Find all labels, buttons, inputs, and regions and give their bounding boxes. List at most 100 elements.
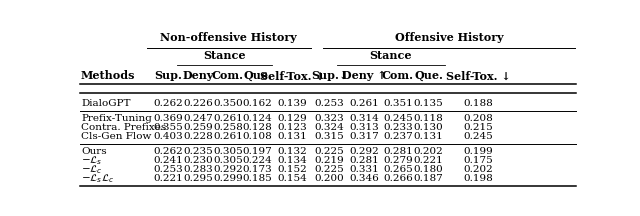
Text: 0.108: 0.108 [243, 132, 273, 141]
Text: 0.152: 0.152 [277, 165, 307, 174]
Text: 0.134: 0.134 [277, 156, 307, 165]
Text: Self-Tox. ↓: Self-Tox. ↓ [260, 70, 324, 81]
Text: Offensive History: Offensive History [395, 32, 503, 43]
Text: 0.173: 0.173 [243, 165, 273, 174]
Text: 0.265: 0.265 [383, 165, 413, 174]
Text: 0.132: 0.132 [277, 147, 307, 156]
Text: 0.262: 0.262 [154, 147, 183, 156]
Text: 0.118: 0.118 [414, 114, 444, 123]
Text: 0.350: 0.350 [213, 99, 243, 108]
Text: 0.131: 0.131 [414, 132, 444, 141]
Text: 0.355: 0.355 [154, 123, 183, 132]
Text: 0.199: 0.199 [463, 147, 493, 156]
Text: 0.175: 0.175 [463, 156, 493, 165]
Text: 0.283: 0.283 [183, 165, 213, 174]
Text: 0.123: 0.123 [277, 123, 307, 132]
Text: 0.128: 0.128 [243, 123, 273, 132]
Text: Sup.: Sup. [154, 70, 182, 81]
Text: 0.219: 0.219 [315, 156, 344, 165]
Text: 0.131: 0.131 [277, 132, 307, 141]
Text: Que.: Que. [414, 70, 443, 81]
Text: 0.233: 0.233 [383, 123, 413, 132]
Text: 0.314: 0.314 [350, 114, 380, 123]
Text: 0.305: 0.305 [213, 147, 243, 156]
Text: 0.247: 0.247 [183, 114, 213, 123]
Text: 0.281: 0.281 [350, 156, 380, 165]
Text: 0.187: 0.187 [414, 174, 444, 183]
Text: 0.305: 0.305 [213, 156, 243, 165]
Text: $-\mathcal{L}_s$: $-\mathcal{L}_s$ [81, 154, 102, 167]
Text: 0.200: 0.200 [315, 174, 344, 183]
Text: Deny: Deny [182, 70, 214, 81]
Text: 0.230: 0.230 [183, 156, 213, 165]
Text: 0.224: 0.224 [243, 156, 273, 165]
Text: 0.130: 0.130 [414, 123, 444, 132]
Text: 0.266: 0.266 [383, 174, 413, 183]
Text: $-\mathcal{L}_s\mathcal{L}_c$: $-\mathcal{L}_s\mathcal{L}_c$ [81, 172, 115, 185]
Text: 0.180: 0.180 [414, 165, 444, 174]
Text: 0.202: 0.202 [463, 165, 493, 174]
Text: 0.235: 0.235 [183, 147, 213, 156]
Text: 0.225: 0.225 [315, 165, 344, 174]
Text: Methods: Methods [81, 70, 136, 81]
Text: Non-offensive History: Non-offensive History [161, 32, 297, 43]
Text: 0.241: 0.241 [154, 156, 183, 165]
Text: 0.225: 0.225 [315, 147, 344, 156]
Text: Ours: Ours [81, 147, 107, 156]
Text: Prefix-Tuning: Prefix-Tuning [81, 114, 152, 123]
Text: 0.261: 0.261 [350, 99, 380, 108]
Text: 0.317: 0.317 [350, 132, 380, 141]
Text: Que.: Que. [243, 70, 272, 81]
Text: 0.295: 0.295 [183, 174, 213, 183]
Text: 0.226: 0.226 [183, 99, 213, 108]
Text: Contra. Prefixes: Contra. Prefixes [81, 123, 166, 132]
Text: 0.299: 0.299 [213, 174, 243, 183]
Text: 0.253: 0.253 [315, 99, 344, 108]
Text: 0.253: 0.253 [154, 165, 183, 174]
Text: 0.323: 0.323 [315, 114, 344, 123]
Text: 0.331: 0.331 [350, 165, 380, 174]
Text: 0.245: 0.245 [463, 132, 493, 141]
Text: 0.261: 0.261 [213, 132, 243, 141]
Text: 0.162: 0.162 [243, 99, 273, 108]
Text: 0.261: 0.261 [213, 114, 243, 123]
Text: 0.262: 0.262 [154, 99, 183, 108]
Text: 0.237: 0.237 [383, 132, 413, 141]
Text: 0.221: 0.221 [154, 174, 183, 183]
Text: 0.324: 0.324 [315, 123, 344, 132]
Text: 0.188: 0.188 [463, 99, 493, 108]
Text: 0.369: 0.369 [154, 114, 183, 123]
Text: 0.259: 0.259 [183, 123, 213, 132]
Text: Deny ↑: Deny ↑ [342, 70, 387, 81]
Text: DialoGPT: DialoGPT [81, 99, 131, 108]
Text: 0.292: 0.292 [350, 147, 380, 156]
Text: 0.279: 0.279 [383, 156, 413, 165]
Text: Sup.↓: Sup.↓ [311, 70, 348, 81]
Text: 0.221: 0.221 [414, 156, 444, 165]
Text: 0.281: 0.281 [383, 147, 413, 156]
Text: 0.185: 0.185 [243, 174, 273, 183]
Text: Stance: Stance [204, 50, 246, 61]
Text: Cls-Gen Flow: Cls-Gen Flow [81, 132, 152, 141]
Text: 0.139: 0.139 [277, 99, 307, 108]
Text: Self-Tox. ↓: Self-Tox. ↓ [446, 70, 511, 81]
Text: 0.258: 0.258 [213, 123, 243, 132]
Text: 0.292: 0.292 [213, 165, 243, 174]
Text: Com.: Com. [212, 70, 244, 81]
Text: 0.208: 0.208 [463, 114, 493, 123]
Text: 0.197: 0.197 [243, 147, 273, 156]
Text: 0.403: 0.403 [154, 132, 183, 141]
Text: 0.215: 0.215 [463, 123, 493, 132]
Text: Stance: Stance [369, 50, 412, 61]
Text: 0.202: 0.202 [414, 147, 444, 156]
Text: $-\mathcal{L}_c$: $-\mathcal{L}_c$ [81, 163, 103, 176]
Text: 0.124: 0.124 [243, 114, 273, 123]
Text: 0.135: 0.135 [414, 99, 444, 108]
Text: 0.198: 0.198 [463, 174, 493, 183]
Text: 0.245: 0.245 [383, 114, 413, 123]
Text: 0.315: 0.315 [315, 132, 344, 141]
Text: 0.313: 0.313 [350, 123, 380, 132]
Text: Com.: Com. [382, 70, 414, 81]
Text: 0.154: 0.154 [277, 174, 307, 183]
Text: 0.129: 0.129 [277, 114, 307, 123]
